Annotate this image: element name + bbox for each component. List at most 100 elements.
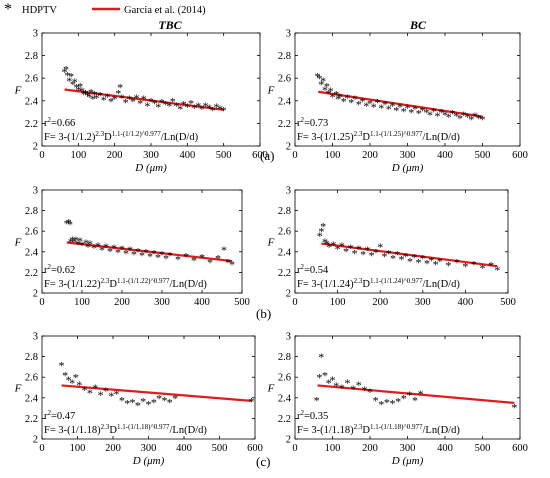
data-point: * [130, 395, 136, 409]
data-point: * [420, 251, 426, 265]
data-point: * [373, 393, 379, 407]
r2-annotation: r2=0.73 [297, 116, 328, 129]
data-point: * [337, 90, 343, 104]
data-point: * [77, 80, 83, 94]
data-point: * [101, 93, 107, 107]
row-label-b: (b) [256, 306, 271, 321]
data-point: * [203, 99, 209, 113]
data-point: * [424, 257, 430, 271]
data-point: * [146, 397, 152, 411]
data-point: * [373, 245, 379, 259]
data-point: * [199, 102, 205, 116]
data-point: * [64, 68, 70, 82]
data-point: * [188, 97, 194, 111]
data-point: * [104, 90, 110, 104]
data-point: * [348, 95, 354, 109]
data-point: * [339, 239, 345, 253]
data-point: * [139, 248, 145, 262]
x-tick-label: 600 [252, 150, 268, 161]
data-point: * [73, 233, 79, 247]
data-point: * [367, 385, 373, 399]
data-point: * [407, 255, 413, 269]
data-point: * [84, 89, 90, 103]
y-tick-label: 2.2 [25, 268, 38, 279]
x-tick-label: 200 [114, 297, 130, 308]
data-point: * [378, 397, 384, 411]
data-point: * [225, 256, 231, 270]
y-tick-label: 2.8 [25, 206, 38, 217]
y-tick-label: 2 [33, 142, 38, 153]
data-point: * [112, 92, 118, 106]
x-tick-label: 500 [216, 150, 232, 161]
data-point: * [62, 369, 68, 383]
data-point: * [92, 88, 98, 102]
y-tick-label: 2.4 [278, 393, 292, 404]
data-point: * [386, 246, 392, 260]
y-axis-label: F [267, 85, 275, 97]
data-point: * [192, 101, 198, 115]
x-tick-label: 100 [74, 297, 90, 308]
data-point: * [166, 99, 172, 113]
x-tick-label: 300 [400, 443, 416, 454]
y-tick-label: 2.2 [25, 119, 38, 130]
data-point: * [119, 393, 125, 407]
data-point: * [66, 373, 72, 387]
data-point: * [88, 85, 94, 99]
data-point: * [76, 378, 82, 392]
data-point: * [476, 111, 482, 125]
data-point: * [480, 112, 486, 126]
data-point: * [91, 241, 97, 255]
y-tick-label: 2.2 [278, 119, 291, 130]
data-point: * [82, 383, 88, 397]
x-tick-label: 400 [176, 443, 192, 454]
data-point: * [221, 103, 227, 117]
data-point: * [412, 102, 418, 116]
data-point: * [140, 394, 146, 408]
r2-annotation: r2=0.54 [297, 263, 329, 276]
y-tick-label: 2.8 [25, 352, 38, 363]
data-point: * [384, 395, 390, 409]
data-point: * [347, 241, 353, 255]
data-point: * [147, 249, 153, 263]
data-point: * [411, 250, 417, 264]
x-tick-label: 100 [70, 150, 86, 161]
data-point: * [59, 358, 65, 372]
data-point: * [191, 254, 197, 268]
data-point: * [152, 97, 158, 111]
y-tick-label: 2.4 [25, 247, 39, 258]
data-point: * [375, 95, 381, 109]
data-point: * [135, 244, 141, 258]
y-tick-label: 2.2 [278, 414, 291, 425]
data-point: * [75, 83, 81, 97]
data-point: * [215, 251, 221, 265]
data-point: * [124, 396, 130, 410]
data-point: * [77, 234, 83, 248]
data-point: * [159, 247, 165, 261]
data-point: * [213, 100, 219, 114]
data-point: * [70, 77, 76, 91]
data-point: * [431, 104, 437, 118]
data-point: * [161, 393, 167, 407]
r2-annotation: r2=0.62 [44, 263, 75, 276]
x-tick-label: 500 [475, 443, 491, 454]
x-tick-label: 500 [475, 150, 491, 161]
data-point: * [405, 101, 411, 115]
data-point: * [184, 100, 190, 114]
data-point: * [330, 373, 336, 387]
y-tick-label: 2.6 [278, 373, 291, 384]
y-axis-label: F [14, 383, 22, 395]
data-point: * [435, 109, 441, 123]
data-point: * [403, 249, 409, 263]
data-point: * [177, 102, 183, 116]
data-point: * [494, 263, 500, 277]
data-point: * [117, 81, 123, 95]
data-point: * [163, 251, 169, 265]
data-point: * [390, 396, 396, 410]
data-point: * [151, 246, 157, 260]
data-point: * [181, 98, 187, 112]
data-point: * [356, 98, 362, 112]
x-tick-label: 300 [143, 150, 159, 161]
data-point: * [155, 100, 161, 114]
data-point: * [315, 69, 321, 83]
x-tick-label: 0 [292, 297, 297, 308]
